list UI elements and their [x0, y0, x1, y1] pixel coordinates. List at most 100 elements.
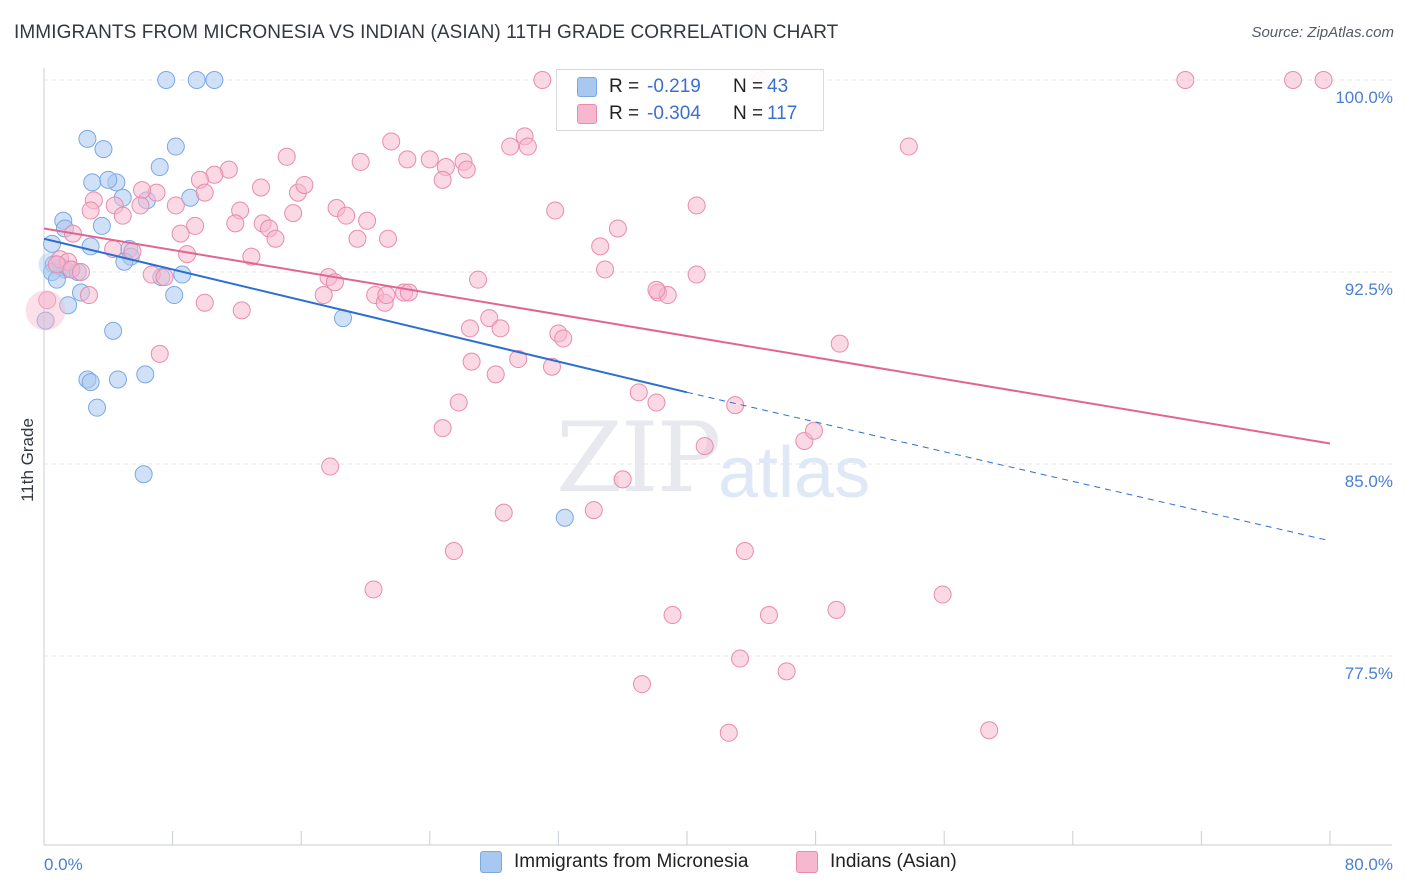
data-point: [150, 158, 169, 177]
data-point: [398, 150, 417, 169]
data-point: [632, 675, 651, 694]
data-point: [933, 585, 952, 604]
data-point: [108, 370, 127, 389]
data-point: [596, 260, 615, 279]
data-point: [719, 723, 738, 742]
data-point: [647, 393, 666, 412]
data-point: [830, 334, 849, 353]
data-point: [629, 383, 648, 402]
axes: [43, 68, 1392, 846]
data-point: [295, 175, 314, 194]
data-point: [284, 204, 303, 223]
legend-n-label: N =: [733, 103, 764, 124]
legend-item-micronesia[interactable]: Immigrants from Micronesia: [480, 851, 748, 873]
data-point: [43, 234, 62, 253]
chart-title: IMMIGRANTS FROM MICRONESIA VS INDIAN (AS…: [14, 22, 839, 43]
data-point: [533, 71, 552, 89]
data-point: [36, 311, 55, 330]
data-point: [647, 280, 666, 299]
data-point: [113, 206, 132, 225]
x-tick-label: 0.0%: [44, 855, 83, 874]
data-point: [166, 196, 185, 215]
data-point: [449, 393, 468, 412]
data-point: [613, 470, 632, 489]
data-point: [433, 170, 452, 189]
data-point: [81, 237, 100, 256]
data-point: [92, 216, 111, 235]
legend-row-indians: R = -0.304 N = 117: [577, 101, 797, 127]
data-point: [494, 503, 513, 522]
legend-r-label: R =: [609, 76, 640, 97]
data-point: [687, 196, 706, 215]
legend-n-label: N =: [733, 76, 764, 97]
data-point: [364, 580, 383, 599]
legend-r-label: R =: [609, 103, 640, 124]
legend-item-indians[interactable]: Indians (Asian): [796, 851, 957, 873]
data-point: [554, 329, 573, 348]
legend-n-value: 117: [767, 103, 798, 124]
data-point: [731, 649, 750, 668]
data-point: [542, 357, 561, 376]
data-point: [591, 237, 610, 256]
legend-swatch-micronesia: [577, 77, 597, 97]
data-point: [687, 265, 706, 284]
data-point: [663, 606, 682, 625]
data-point: [555, 508, 574, 527]
tick-labels: 100.0% 92.5% 85.0% 77.5% 0.0% 80.0%: [44, 88, 1393, 874]
series-micronesia: [36, 71, 574, 527]
data-point: [166, 137, 185, 156]
data-point-cluster: [25, 290, 66, 331]
data-point: [171, 224, 190, 243]
legend-n-value: 43: [767, 76, 789, 97]
data-point: [133, 181, 152, 200]
data-point: [469, 270, 488, 289]
data-point: [157, 71, 176, 89]
data-point: [486, 365, 505, 384]
data-point: [71, 263, 90, 281]
y-tick-label: 77.5%: [1345, 664, 1393, 683]
data-point: [1314, 71, 1333, 89]
data-point: [899, 137, 918, 156]
series-indians: [25, 71, 1333, 742]
trend-line-micronesia: [43, 237, 688, 394]
data-point: [88, 398, 107, 417]
data-point: [81, 373, 100, 392]
watermark-atlas: atlas: [718, 433, 871, 513]
legend-swatch-indians: [577, 104, 597, 124]
data-point: [358, 211, 377, 230]
legend-stats: R = -0.219 N = 43 R = -0.304 N = 117: [556, 69, 824, 131]
x-tick-label: 80.0%: [1345, 855, 1393, 874]
data-point: [195, 293, 214, 312]
data-point: [81, 201, 100, 220]
data-point: [252, 178, 271, 197]
data-point: [460, 319, 479, 338]
y-tick-label: 85.0%: [1345, 472, 1393, 491]
data-point: [501, 137, 520, 156]
data-point: [980, 721, 999, 740]
data-point: [83, 173, 102, 192]
data-point: [457, 160, 476, 179]
data-point: [104, 321, 123, 340]
data-point: [1176, 71, 1195, 89]
legend-row-micronesia: R = -0.219 N = 43: [577, 74, 788, 100]
data-point: [491, 319, 510, 338]
data-point: [379, 229, 398, 248]
trend-line-micronesia-extension: [686, 391, 1331, 542]
data-point: [420, 150, 439, 169]
data-point: [195, 183, 214, 202]
legend-r-value: -0.304: [647, 103, 701, 124]
data-point: [695, 437, 714, 456]
data-point: [80, 286, 99, 305]
data-point: [266, 229, 285, 248]
source-label: Source: ZipAtlas.com: [1251, 24, 1394, 41]
data-point: [205, 71, 224, 89]
trend-line-indians: [43, 227, 1331, 445]
data-point: [608, 219, 627, 238]
data-point: [462, 352, 481, 371]
data-point: [399, 283, 418, 302]
data-point: [187, 71, 206, 89]
legend-label-micronesia: Immigrants from Micronesia: [514, 851, 749, 872]
grid-lines: [44, 79, 1392, 657]
data-point: [827, 600, 846, 619]
data-point: [348, 229, 367, 248]
